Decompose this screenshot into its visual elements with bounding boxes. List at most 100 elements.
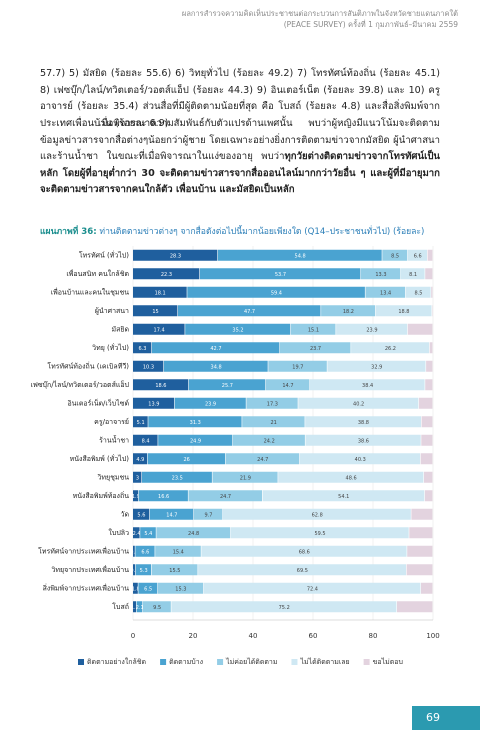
data-label: 25.7 — [222, 383, 233, 389]
bar-segment — [420, 453, 433, 465]
data-label: 28.3 — [170, 253, 181, 259]
data-label: 0.8 — [130, 549, 138, 555]
bar-segment — [151, 564, 198, 576]
bar-segment — [375, 305, 432, 317]
data-label: 69.5 — [297, 568, 308, 574]
bar-segment — [431, 286, 433, 298]
bar-segment — [133, 490, 139, 502]
bar-segment — [133, 508, 150, 520]
category-label: โทรทัศน์ท้องถิ่น (เคเบิลทีวี) — [47, 361, 129, 370]
x-tick-label: 80 — [369, 632, 378, 640]
chart-title-text: ท่านติดตามข่าวต่างๆ จากสื่อดังต่อไปนี้มา… — [99, 227, 425, 237]
bar-segment — [223, 508, 411, 520]
data-label: 5.1 — [137, 420, 145, 426]
bar-segment — [193, 508, 223, 520]
data-label: 13.4 — [380, 290, 391, 296]
data-label: 6.5 — [144, 586, 152, 592]
header-line: ผลการสำรวจความคิดเห็นประชาชนต่อกระบวนการ… — [181, 9, 458, 18]
bar-segment — [298, 397, 419, 409]
bar-segment — [158, 434, 233, 446]
category-label: หนังสือพิมพ์ท้องถิ่น — [73, 491, 130, 500]
bar-segment — [336, 323, 408, 335]
bar-segment — [133, 360, 164, 372]
bar-segment — [201, 545, 407, 557]
bar-segment — [409, 527, 433, 539]
data-label: 5.6 — [137, 512, 145, 518]
data-label: 72.4 — [307, 586, 318, 592]
data-label: 6.6 — [414, 253, 422, 259]
header-line: (PEACE SURVEY) ครั้งที่ 1 กุมภาพันธ์–มีน… — [283, 20, 458, 29]
data-label: 1.8 — [132, 586, 140, 592]
category-label: วิทยุชุมชน — [97, 473, 129, 481]
data-label: 62.8 — [312, 512, 323, 518]
data-label: 23.9 — [205, 401, 216, 407]
legend-label: ติดตามอย่างใกล้ชิด — [87, 657, 146, 666]
bar-segment — [133, 527, 140, 539]
bar-segment — [157, 582, 204, 594]
legend-swatch — [78, 659, 84, 665]
text: เมื่อพิจารณาความสัมพันธ์กับตัวแปรด้านเพศ… — [40, 118, 440, 162]
data-label: 32.9 — [371, 364, 382, 370]
category-label: มัสยิด — [111, 325, 129, 333]
bar-segment — [305, 434, 421, 446]
data-label: 24.7 — [257, 457, 268, 463]
data-label: 15 — [152, 309, 158, 315]
category-label: โทรทัศน์ (ทั่วไป) — [79, 250, 129, 259]
data-label: 8.1 — [409, 272, 417, 278]
legend-label: ติดตามบ้าง — [169, 658, 203, 666]
bar-segment — [185, 323, 291, 335]
bar-segment — [147, 453, 226, 465]
data-label: 6.6 — [141, 549, 149, 555]
data-label: 40.2 — [353, 401, 364, 407]
bar-segment — [268, 360, 327, 372]
bar-segment — [138, 490, 188, 502]
data-label: 34.8 — [211, 364, 222, 370]
chart-title: แผนภาพที่ 36: ท่านติดตามข่าวต่างๆ จากสื่… — [40, 224, 450, 238]
bar-segment — [242, 416, 305, 428]
data-label: 40.3 — [355, 457, 366, 463]
data-label: 18.8 — [398, 309, 409, 315]
data-label: 23.9 — [366, 327, 377, 333]
chart-title-label: แผนภาพที่ 36: — [40, 227, 97, 237]
bar-segment — [406, 564, 433, 576]
category-label: สิ่งพิมพ์จากประเทศเพื่อนบ้าน — [43, 583, 130, 592]
legend-swatch — [291, 659, 298, 665]
data-label: 16.6 — [158, 494, 169, 500]
data-label: 3 — [136, 475, 139, 481]
bar-segment — [411, 508, 433, 520]
bar-segment — [246, 397, 298, 409]
x-tick-label: 100 — [426, 632, 439, 640]
data-label: 54.8 — [295, 253, 306, 259]
bar-segment — [136, 601, 143, 613]
data-label: 1.9 — [132, 494, 140, 500]
bar-segment — [212, 471, 278, 483]
bar-segment — [427, 249, 433, 261]
bar-segment — [262, 490, 425, 502]
data-label: 21.9 — [240, 475, 251, 481]
data-label: 14.7 — [166, 512, 177, 518]
legend-swatch — [217, 659, 224, 665]
data-label: 18.2 — [343, 309, 354, 315]
data-label: 15.4 — [173, 549, 184, 555]
x-tick-label: 20 — [189, 632, 198, 640]
bar-segment — [361, 268, 401, 280]
bar-segment — [135, 545, 155, 557]
bar-segment — [174, 397, 246, 409]
bar-segment — [280, 342, 351, 354]
bar-segment — [421, 434, 433, 446]
bar-segment — [133, 323, 185, 335]
data-label: 10.3 — [143, 364, 154, 370]
bar-segment — [138, 582, 158, 594]
bar-segment — [133, 379, 189, 391]
bar-segment — [149, 508, 194, 520]
bar-segment — [188, 490, 262, 502]
bar-segment — [310, 379, 425, 391]
bar-segment — [299, 453, 421, 465]
data-label: 1.2 — [131, 605, 139, 611]
bar-segment — [424, 490, 433, 502]
data-label: 22.3 — [161, 272, 172, 278]
data-label: 18.6 — [155, 383, 166, 389]
bar-segment — [142, 471, 212, 483]
paragraph: เมื่อพิจารณาความสัมพันธ์กับตัวแปรด้านเพศ… — [40, 116, 440, 199]
bar-segment — [133, 286, 187, 298]
